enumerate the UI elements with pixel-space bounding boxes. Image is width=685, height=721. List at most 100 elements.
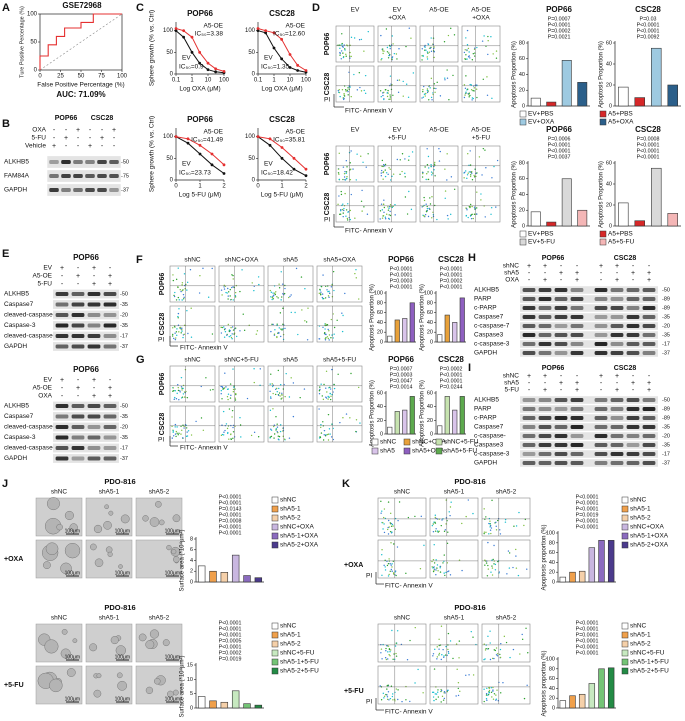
x-axis-label: FITC- Annexin V (345, 108, 393, 115)
flow-dot (399, 159, 401, 161)
blot-band (554, 452, 568, 456)
ic50-label: IC₅₀=0.9 (179, 64, 204, 71)
flow-dot (446, 69, 448, 71)
flow-dot (324, 338, 327, 340)
flow-dot (181, 282, 184, 284)
flow-plot (218, 365, 265, 403)
flow-dot (349, 169, 351, 171)
flow-dot (391, 566, 393, 568)
flow-dot (273, 437, 275, 439)
flow-dot (271, 298, 273, 301)
blot-strip (520, 340, 658, 348)
legend-label: shA5-1+OXA (630, 533, 669, 540)
y-axis-label: PI (366, 573, 372, 580)
group-title: PDO-816 (104, 603, 135, 612)
flow-dot (470, 214, 473, 216)
flow-dot (270, 373, 272, 375)
flow-dot (328, 292, 331, 295)
column-label: +OXA (472, 15, 490, 22)
flow-dot (200, 417, 203, 419)
x-tick-label: 0.1 (254, 78, 263, 84)
flow-dot (411, 151, 414, 153)
blot-band (97, 174, 107, 178)
flow-dot (444, 168, 446, 170)
treatment-label: OXA (32, 127, 46, 134)
flow-plot (461, 65, 501, 103)
flow-dot (211, 333, 214, 335)
flow-dot (386, 46, 389, 49)
flow-dot (175, 430, 178, 433)
treatment-sign: - (560, 263, 563, 270)
molecular-weight: -35 (120, 323, 128, 329)
flow-dot (337, 44, 339, 46)
flow-dot (444, 77, 446, 79)
legend-label: shA5-2 (630, 515, 651, 522)
flow-dot (320, 291, 322, 293)
flow-dot (433, 165, 435, 168)
flow-dot (177, 286, 179, 289)
flow-dot (481, 40, 484, 42)
flow-dot (432, 653, 435, 655)
blot-title: POP66 (73, 253, 99, 262)
flow-dot (436, 81, 438, 84)
flow-dot (173, 398, 175, 401)
flow-dot (345, 90, 347, 92)
p-value: P<0.0001 (440, 272, 463, 278)
row-label: CSC28 (324, 73, 331, 96)
flow-dot (449, 514, 451, 517)
flow-dot (294, 311, 296, 314)
flow-dot (441, 654, 443, 656)
flow-dot (474, 47, 476, 49)
flow-dot (173, 337, 175, 340)
y-axis-label: PI (324, 97, 330, 104)
blot-strip (53, 342, 119, 351)
flow-dot (225, 423, 228, 425)
blot-band (642, 416, 656, 420)
p-value: P=0.0007 (548, 16, 571, 22)
bar (437, 425, 443, 435)
flow-dot (304, 287, 306, 290)
flow-dot (488, 687, 490, 689)
flow-dot (385, 172, 388, 174)
bar (452, 409, 458, 435)
flow-dot (346, 166, 348, 168)
y-tick-label: 0 (430, 339, 433, 345)
y-tick-label: 0 (522, 223, 525, 229)
blot-band (87, 456, 101, 461)
flow-dot (470, 84, 473, 86)
flow-dot (457, 682, 460, 684)
flow-dot (383, 211, 385, 214)
flow-dot (271, 385, 274, 388)
molecular-weight: -20 (662, 323, 670, 329)
flow-dot (389, 563, 391, 565)
flow-dot (515, 548, 517, 551)
legend-swatch (271, 622, 279, 630)
row-label: +OXA (4, 556, 23, 563)
blot-band (610, 461, 624, 465)
flow-dot (382, 178, 384, 180)
blot-band (55, 313, 69, 317)
column-label: shNC+5-FU (224, 357, 259, 364)
blot-band (55, 302, 69, 307)
y-tick-label: 40 (549, 560, 555, 566)
legend-label: shNC (380, 439, 397, 446)
treatment-sign: - (53, 127, 56, 134)
blot-band (626, 434, 640, 438)
flow-dot (475, 207, 478, 209)
blot-band (570, 351, 584, 355)
flow-dot (277, 435, 279, 437)
flow-dot (341, 312, 343, 314)
y-axis-label: Apoptosis Proportion (%) (512, 41, 518, 108)
flow-plot (218, 305, 265, 343)
flow-dot (463, 177, 465, 179)
flow-dot (396, 546, 399, 548)
flow-dot (439, 565, 441, 568)
p-value: P=0.0143 (219, 506, 242, 512)
blot-band (71, 323, 85, 328)
organoid (118, 564, 123, 569)
flow-dot (488, 692, 490, 694)
ic50-label: IC₅₀=12.60 (273, 31, 305, 38)
p-value: P<0.0001 (219, 500, 242, 506)
flow-dot (343, 173, 346, 175)
blot-band (103, 456, 117, 461)
